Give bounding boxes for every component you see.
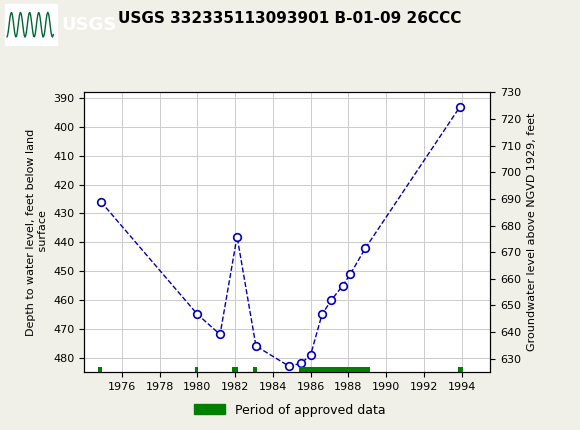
Bar [299, 367, 370, 373]
Bar [194, 367, 198, 373]
Bar [458, 367, 463, 373]
Bar [233, 367, 238, 373]
Text: USGS 332335113093901 B-01-09 26CCC: USGS 332335113093901 B-01-09 26CCC [118, 11, 462, 26]
Bar [5, 4, 57, 46]
Bar [253, 367, 257, 373]
Legend: Period of approved data: Period of approved data [189, 399, 391, 421]
Text: USGS: USGS [61, 16, 116, 34]
Y-axis label: Groundwater level above NGVD 1929, feet: Groundwater level above NGVD 1929, feet [527, 113, 536, 351]
Bar [98, 367, 102, 373]
Y-axis label: Depth to water level, feet below land
 surface: Depth to water level, feet below land su… [26, 129, 48, 336]
